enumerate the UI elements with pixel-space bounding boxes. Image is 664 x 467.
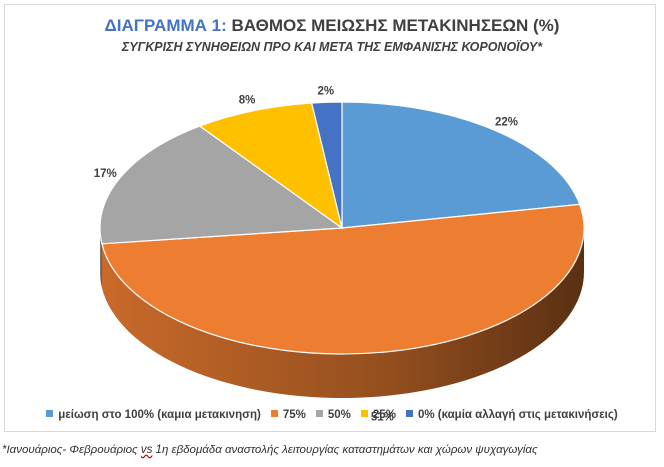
legend-label-0: μείωση στο 100% (καμια μετακινηση) — [58, 409, 261, 421]
legend-item-1: 75% — [270, 409, 306, 421]
data-label-3: 8% — [239, 95, 256, 107]
legend-item-3: 25% — [360, 409, 396, 421]
legend-item-2: 50% — [315, 409, 351, 421]
legend-swatch-4 — [405, 410, 413, 417]
legend-swatch-3 — [360, 410, 368, 417]
legend-label-1: 75% — [282, 409, 306, 421]
pie-slice-2 — [99, 125, 344, 245]
footnote-text-start: *Ιανουάριος- Φεβρουάριος — [2, 444, 141, 456]
legend-item-0: μείωση στο 100% (καμια μετακινηση) — [46, 409, 261, 421]
legend: μείωση στο 100% (καμια μετακινηση) 75% 50%… — [0, 409, 664, 421]
legend-swatch-0 — [46, 410, 54, 417]
legend-swatch-1 — [270, 410, 278, 417]
data-label-0: 22% — [495, 117, 518, 129]
legend-label-4: 0% (καμία αλλαγή στις μετακινήσεις) — [417, 409, 618, 421]
pie-slice-4 — [310, 101, 343, 229]
pie-slices — [99, 101, 585, 355]
legend-label-2: 50% — [327, 409, 351, 421]
pie-side-1 — [101, 228, 585, 398]
data-label-2: 17% — [94, 168, 117, 180]
chart-subtitle: ΣΥΓΚΡΙΣΗ ΣΥΝΗΘΕΙΩΝ ΠΡΟ ΚΑΙ ΜΕΤΑ ΤΗΣ ΕΜΦΑ… — [121, 40, 543, 54]
legend-swatch-2 — [315, 410, 323, 417]
data-labels: 22% 51% 17% 8% 2% — [94, 85, 518, 423]
chart-title-prefix: ΔΙΑΓΡΑΜΜΑ 1: — [104, 16, 227, 35]
data-label-4: 2% — [317, 85, 334, 97]
legend-label-3: 25% — [372, 409, 396, 421]
legend-item-4: 0% (καμία αλλαγή στις μετακινήσεις) — [405, 409, 618, 421]
pie-slice-0 — [341, 101, 581, 229]
pie-slice-3 — [198, 102, 343, 230]
footnote: *Ιανουάριος- Φεβρουάριος vs 1η εβδομάδα … — [2, 444, 538, 456]
chart-title-text: ΒΑΘΜΟΣ ΜΕΙΩΣΗΣ ΜΕΤΑΚΙΝΗΣΕΩΝ (%) — [231, 16, 560, 35]
pie-slice-1 — [101, 203, 585, 355]
footnote-text-end: 1η εβδομάδα αναστολής λειτουργίας καταστ… — [152, 444, 538, 456]
data-label-1: 51% — [371, 411, 394, 423]
footnote-vs: vs — [140, 444, 153, 456]
chart-title: ΔΙΑΓΡΑΜΜΑ 1: ΒΑΘΜΟΣ ΜΕΙΩΣΗΣ ΜΕΤΑΚΙΝΗΣΕΩΝ… — [0, 16, 664, 36]
